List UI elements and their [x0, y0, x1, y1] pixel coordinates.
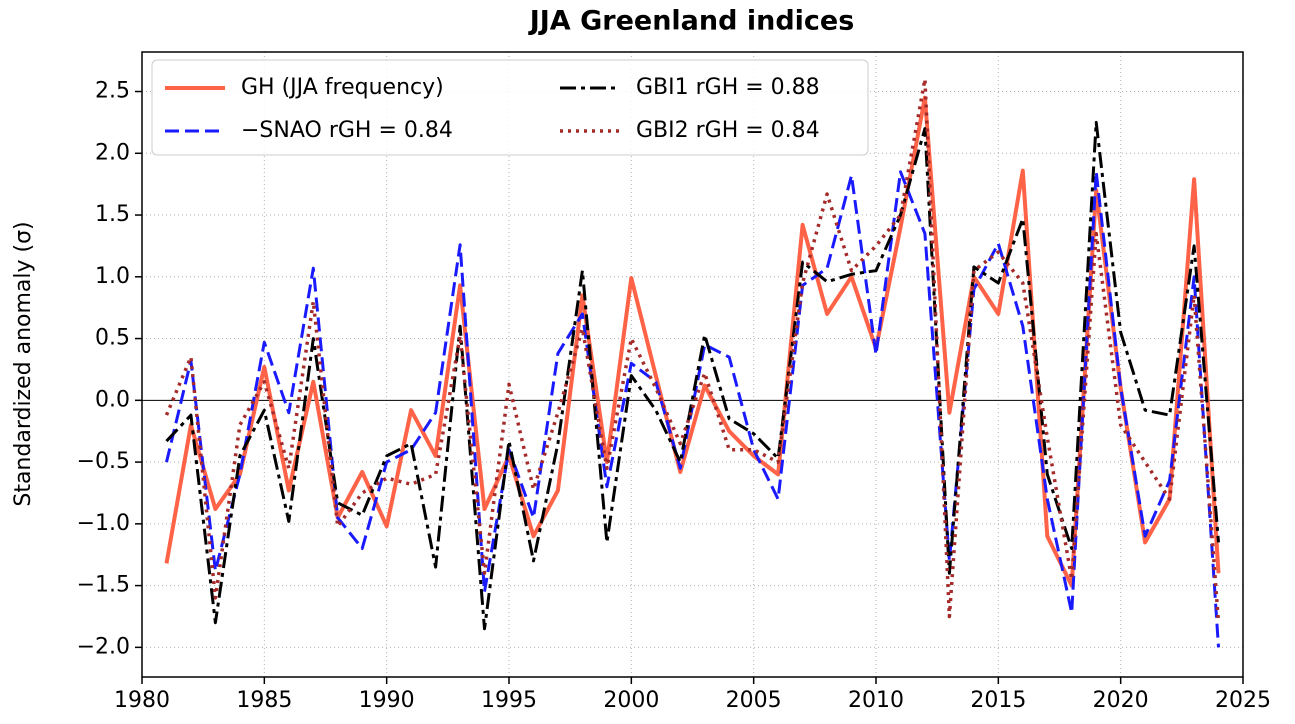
x-tick-label: 2020 — [1093, 688, 1149, 713]
y-tick-label: −1.5 — [77, 573, 130, 598]
y-tick-label: 1.5 — [95, 202, 130, 227]
plot-frame — [141, 51, 1244, 678]
y-axis-label: Standardized anomaly (σ) — [11, 221, 36, 506]
y-tick-label: 0.0 — [95, 387, 130, 412]
x-tick-label: 2005 — [726, 688, 782, 713]
legend-label: −SNAO rGH = 0.84 — [241, 118, 453, 143]
y-tick-label: 2.0 — [95, 140, 130, 165]
legend: GH (JJA frequency) −SNAO rGH = 0.84 GBI1 r… — [151, 59, 869, 156]
y-tick-label: −1.0 — [77, 511, 130, 536]
y-tick-label: 1.0 — [95, 264, 130, 289]
y-tick-label: 0.5 — [95, 326, 130, 351]
x-tick-label: 1990 — [359, 688, 415, 713]
series-line — [164, 77, 1221, 623]
legend-label: GH (JJA frequency) — [241, 75, 444, 100]
y-tick-label: −2.0 — [77, 634, 130, 659]
legend-box — [151, 59, 869, 156]
legend-label: GBI1 rGH = 0.88 — [636, 75, 820, 100]
x-tick-label: 1995 — [481, 688, 537, 713]
chart-title: JJA Greenland indices — [528, 6, 855, 37]
y-tick-label: 2.5 — [95, 79, 130, 104]
x-tick-label: 2015 — [970, 688, 1026, 713]
x-tick-label: 2000 — [603, 688, 659, 713]
series-line — [165, 120, 1220, 631]
x-tick-label: 2010 — [848, 688, 904, 713]
legend-label: GBI2 rGH = 0.84 — [636, 118, 820, 143]
x-tick-label: 1980 — [114, 688, 170, 713]
x-tick-label: 2025 — [1215, 688, 1271, 713]
x-tick-label: 1985 — [236, 688, 292, 713]
series-line — [164, 95, 1221, 588]
y-tick-label: −0.5 — [77, 449, 130, 474]
